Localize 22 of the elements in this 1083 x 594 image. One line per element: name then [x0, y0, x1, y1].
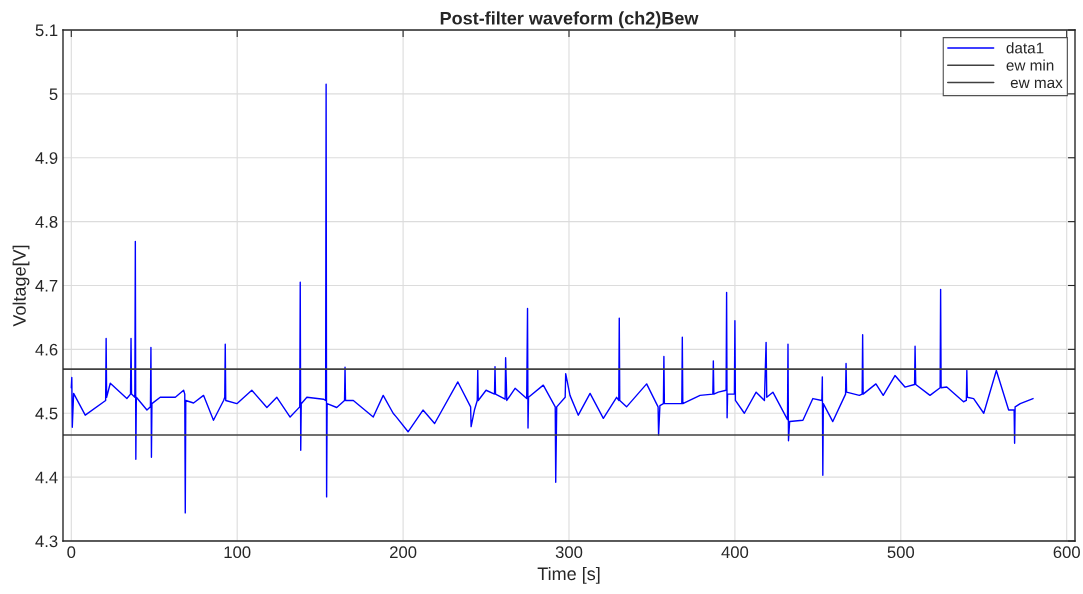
x-tick-label: 100: [224, 546, 251, 559]
legend-label: data1: [1006, 42, 1044, 54]
legend-label: ew min: [1006, 59, 1054, 71]
y-tick-label: 4.7: [35, 280, 58, 292]
y-tick-label: 4.3: [35, 535, 58, 548]
x-axis-title: Time [s]: [537, 566, 600, 584]
x-tick-label: 400: [721, 546, 749, 559]
x-tick-label: 600: [1053, 546, 1080, 559]
y-tick-label: 4.4: [35, 471, 58, 484]
chart-title: Post-filter waveform (ch2)Bew: [440, 11, 699, 29]
y-tick-label: 4.8: [35, 216, 58, 228]
y-axis-title: Voltage[V]: [12, 245, 30, 327]
y-tick-label: 4.6: [35, 343, 58, 356]
y-tick-label: 4.9: [35, 152, 58, 164]
y-tick-label: 5.1: [35, 24, 58, 37]
x-tick-label: 0: [67, 546, 76, 559]
y-tick-label: 4.5: [35, 407, 58, 420]
x-tick-label: 500: [887, 546, 915, 559]
x-tick-label: 200: [390, 546, 417, 559]
legend-label: ew max: [1010, 79, 1063, 89]
y-tick-label: 5: [49, 88, 58, 101]
x-tick-label: 300: [555, 546, 583, 559]
